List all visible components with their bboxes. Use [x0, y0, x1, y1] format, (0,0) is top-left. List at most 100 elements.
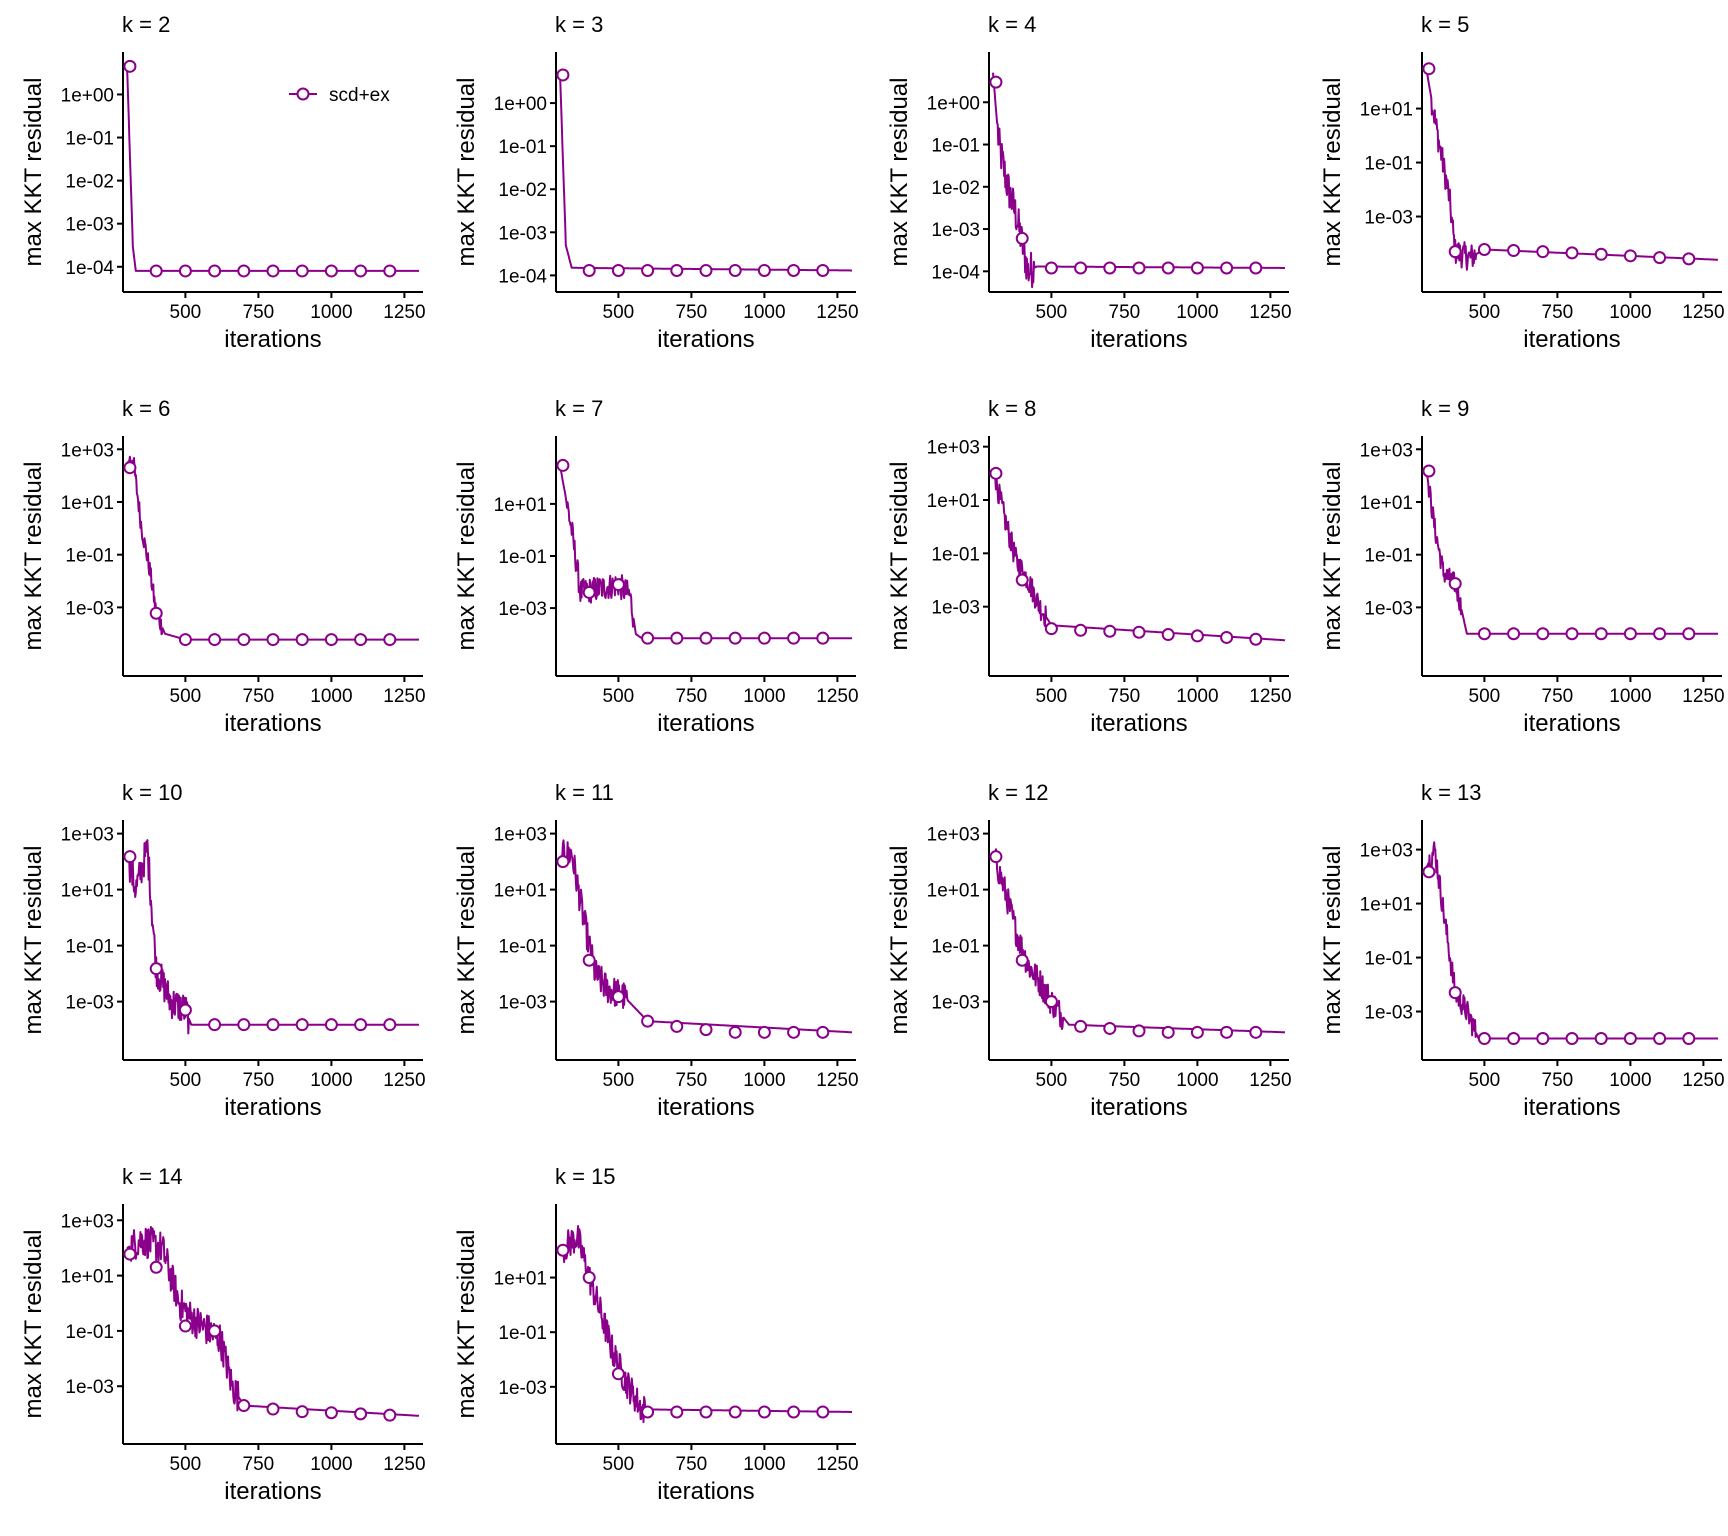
data-point	[1653, 1032, 1667, 1046]
x-tick-label: 750	[676, 302, 708, 323]
data-point	[1448, 245, 1462, 259]
data-point	[324, 633, 338, 647]
data-point	[149, 264, 163, 278]
y-tick-label: 1e+01	[927, 881, 980, 902]
data-point	[1477, 1032, 1491, 1046]
y-tick-label: 1e-03	[1364, 598, 1413, 619]
data-point	[295, 264, 309, 278]
y-tick-label: 1e-01	[1364, 949, 1413, 970]
y-tick-label: 1e+00	[61, 85, 114, 106]
x-tick-label: 1000	[743, 686, 785, 707]
y-tick-label: 1e-01	[1364, 546, 1413, 567]
y-tick-label: 1e-01	[498, 1323, 547, 1344]
y-tick-label: 1e-04	[65, 258, 114, 279]
x-tick-label: 1000	[1176, 302, 1218, 323]
x-tick-label: 500	[1036, 686, 1068, 707]
data-point	[699, 1023, 713, 1037]
data-point	[149, 1260, 163, 1274]
x-tick-label: 500	[1469, 686, 1501, 707]
y-tick-label: 1e+01	[61, 493, 114, 514]
y-axis-title: max KKT residual	[20, 1230, 47, 1419]
data-point	[989, 466, 1003, 480]
data-point	[237, 1018, 251, 1032]
series-line-scd-ex	[126, 1226, 420, 1417]
data-point	[1536, 1032, 1550, 1046]
x-tick-label: 500	[1469, 1070, 1501, 1091]
y-tick-label: 1e+01	[1360, 493, 1413, 514]
x-axis-title: iterations	[1090, 1094, 1187, 1121]
data-point	[1103, 624, 1117, 638]
data-point	[1422, 464, 1436, 478]
x-tick-label: 1000	[1176, 1070, 1218, 1091]
data-point	[1220, 1025, 1234, 1039]
data-point	[611, 1367, 625, 1381]
y-tick-label: 1e-03	[931, 598, 980, 619]
x-axis-title: iterations	[1090, 710, 1187, 737]
data-point	[1249, 632, 1263, 646]
y-axis-title: max KKT residual	[886, 462, 913, 651]
y-axis-title: max KKT residual	[453, 462, 480, 651]
x-tick-label: 1250	[1249, 1070, 1291, 1091]
x-tick-label: 1250	[816, 1454, 858, 1475]
y-tick-label: 1e+01	[61, 881, 114, 902]
data-point	[989, 75, 1003, 89]
panel-10: k = 11 1e+03 1e+01 1e-01 1e-03 500 750 1000 1250…	[453, 780, 859, 1121]
data-point	[1044, 622, 1058, 636]
x-tick-label: 1250	[1682, 1070, 1724, 1091]
data-point	[208, 264, 222, 278]
y-axis-title: max KKT residual	[20, 846, 47, 1035]
data-point	[208, 633, 222, 647]
y-tick-label: 1e-02	[65, 172, 114, 193]
x-tick-label: 1000	[743, 1070, 785, 1091]
data-point	[208, 1324, 222, 1338]
panel-title: k = 11	[555, 780, 614, 805]
data-point	[699, 263, 713, 277]
data-point	[1594, 1032, 1608, 1046]
data-point	[1249, 1025, 1263, 1039]
data-point	[1422, 865, 1436, 879]
data-point	[1682, 627, 1696, 641]
data-point	[1448, 986, 1462, 1000]
x-tick-label: 750	[243, 302, 275, 323]
data-point	[266, 1402, 280, 1416]
series-line-scd-ex	[1425, 467, 1719, 635]
x-tick-label: 1000	[1609, 1070, 1651, 1091]
x-tick-label: 750	[676, 1070, 708, 1091]
y-tick-label: 1e-01	[65, 129, 114, 150]
series-line-scd-ex	[1425, 66, 1719, 271]
y-tick-label: 1e-03	[65, 1377, 114, 1398]
data-point	[1161, 261, 1175, 275]
data-point	[670, 263, 684, 277]
x-axis-title: iterations	[224, 1094, 321, 1121]
data-point	[1190, 261, 1204, 275]
data-point	[295, 633, 309, 647]
y-tick-label: 1e-03	[1364, 1003, 1413, 1024]
y-axis-title: max KKT residual	[886, 78, 913, 267]
data-point	[757, 631, 771, 645]
data-point	[728, 1405, 742, 1419]
y-tick-label: 1e-03	[931, 220, 980, 241]
data-point	[556, 458, 570, 472]
data-point	[757, 263, 771, 277]
panel-12: k = 13 1e+03 1e+01 1e-01 1e-03 500 750 1000 1250…	[1319, 780, 1725, 1121]
data-point	[1477, 243, 1491, 257]
y-tick-label: 1e+01	[494, 495, 547, 516]
x-tick-label: 1250	[1682, 686, 1724, 707]
data-point	[266, 633, 280, 647]
panel-13: k = 14 1e+03 1e+01 1e-01 1e-03 500 750 1000 1250…	[20, 1164, 426, 1505]
panel-title: k = 8	[988, 396, 1036, 421]
data-point	[728, 263, 742, 277]
x-axis-title: iterations	[224, 1478, 321, 1505]
y-tick-label: 1e-02	[498, 180, 547, 201]
x-tick-label: 1000	[1609, 302, 1651, 323]
panel-11: k = 12 1e+03 1e+01 1e-01 1e-03 500 750 1000 1250…	[886, 780, 1292, 1121]
x-axis-title: iterations	[1523, 1094, 1620, 1121]
y-tick-label: 1e-01	[1364, 154, 1413, 175]
data-point	[354, 1018, 368, 1032]
data-point	[324, 1406, 338, 1420]
legend-label: scd+ex	[329, 85, 390, 106]
data-point	[1249, 261, 1263, 275]
data-point	[816, 631, 830, 645]
series-line-scd-ex	[559, 72, 853, 272]
